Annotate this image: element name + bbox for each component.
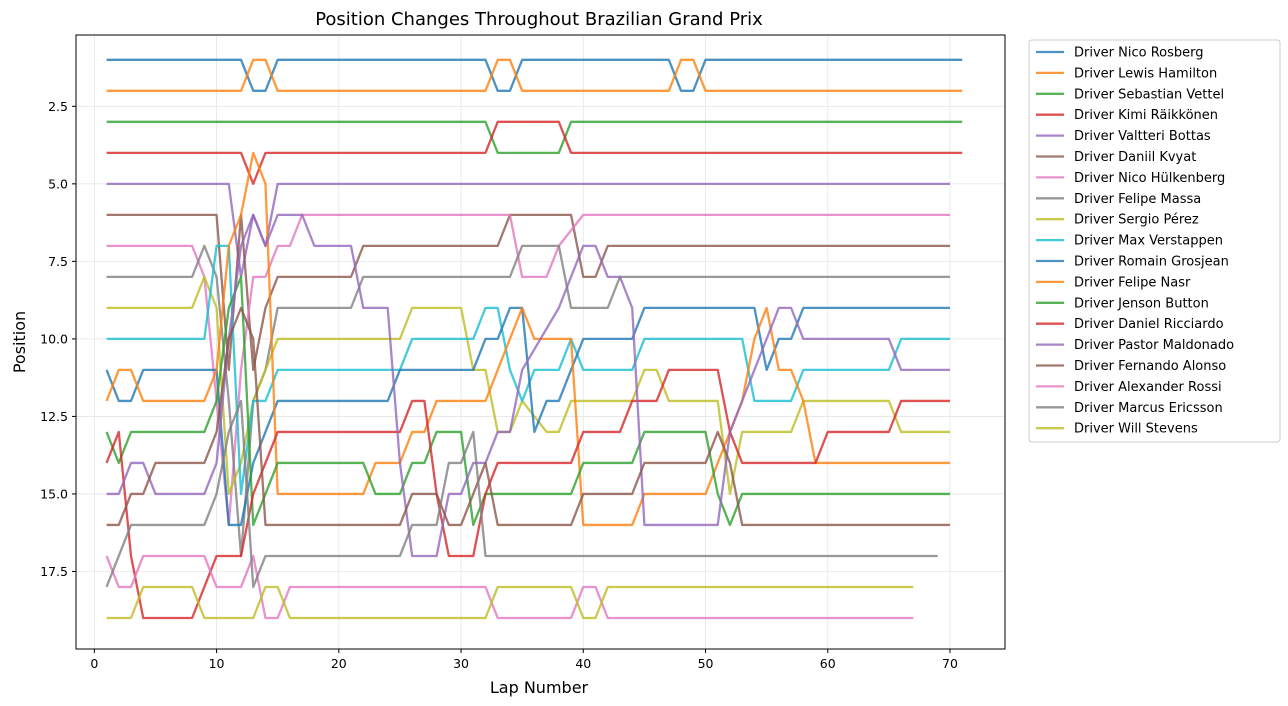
legend-entry-label: Driver Kimi Räikkönen xyxy=(1074,108,1218,123)
x-tick-label: 40 xyxy=(575,656,591,671)
x-tick-label: 10 xyxy=(209,656,225,671)
series-line-19 xyxy=(106,585,914,620)
y-tick-label: 17.5 xyxy=(40,564,68,579)
series-line-14 xyxy=(105,368,950,620)
x-tick-label: 20 xyxy=(331,656,347,671)
series-line-3 xyxy=(106,120,963,154)
y-axis-label: Position xyxy=(10,311,29,373)
series-line-7 xyxy=(106,213,950,527)
legend-entry-label: Driver Daniil Kvyat xyxy=(1074,150,1196,165)
y-tick-label: 5.0 xyxy=(48,176,68,191)
series-line-2 xyxy=(106,58,963,92)
series-line-1 xyxy=(106,58,963,92)
y-tick-label: 12.5 xyxy=(40,409,68,424)
legend-entry-label: Driver Daniel Ricciardo xyxy=(1074,317,1224,332)
x-tick-label: 50 xyxy=(698,656,714,671)
legend-entry-label: Driver Valtteri Bottas xyxy=(1074,129,1211,144)
legend-entry-label: Driver Felipe Massa xyxy=(1074,192,1201,207)
legend-entry-label: Driver Sergio Pérez xyxy=(1074,213,1199,228)
chart-title: Position Changes Throughout Brazilian Gr… xyxy=(315,9,763,30)
legend-entry-label: Driver Fernando Alonso xyxy=(1074,359,1226,374)
legend-entry-label: Driver Pastor Maldonado xyxy=(1074,338,1234,353)
legend-entry-label: Driver Nico Hülkenberg xyxy=(1074,171,1225,186)
legend-entry-label: Driver Nico Rosberg xyxy=(1074,46,1204,61)
legend: Driver Nico Rosberg Driver Lewis Hamilton… xyxy=(1028,39,1281,443)
legend-entry-label: Driver Sebastian Vettel xyxy=(1074,87,1224,102)
y-tick-label: 15.0 xyxy=(40,486,68,501)
series-line-18 xyxy=(105,399,938,589)
series-line-17 xyxy=(105,554,914,620)
series-line-10 xyxy=(106,244,950,496)
series-line-13 xyxy=(105,275,950,527)
series-line-12 xyxy=(105,151,950,527)
legend-entry-label: Driver Will Stevens xyxy=(1074,422,1198,437)
x-tick-label: 30 xyxy=(453,656,469,671)
x-tick-label: 70 xyxy=(942,656,958,671)
x-tick-label: 0 xyxy=(90,656,98,671)
legend-entry-label: Driver Lewis Hamilton xyxy=(1074,66,1217,81)
series-line-9 xyxy=(106,275,950,496)
legend-entry-label: Driver Alexander Rossi xyxy=(1074,380,1222,395)
x-axis-label: Lap Number xyxy=(490,678,589,697)
legend-entry-label: Driver Max Verstappen xyxy=(1074,234,1223,249)
ticks-layer: 0 10 20 30 40 50 60 70 2.5 5.0 7.5 10.0 12.5 15.0 17.5 xyxy=(40,99,958,671)
series-line-5 xyxy=(106,182,950,279)
series-line-4 xyxy=(106,120,963,185)
legend-box xyxy=(1028,39,1281,443)
series-line-16 xyxy=(106,306,950,527)
plot-frame xyxy=(75,34,1006,650)
legend-entry-label: Driver Felipe Nasr xyxy=(1074,275,1191,290)
legend-entry-label: Driver Marcus Ericsson xyxy=(1074,401,1223,416)
legend-entry-label: Driver Jenson Button xyxy=(1074,296,1209,311)
legend-entry-label: Driver Romain Grosjean xyxy=(1074,255,1229,270)
y-tick-label: 10.0 xyxy=(40,331,68,346)
x-tick-label: 60 xyxy=(820,656,836,671)
series-layer xyxy=(105,58,963,620)
y-tick-label: 7.5 xyxy=(48,254,68,269)
series-line-8 xyxy=(106,244,950,558)
y-tick-label: 2.5 xyxy=(48,99,68,114)
series-line-15 xyxy=(106,213,950,558)
